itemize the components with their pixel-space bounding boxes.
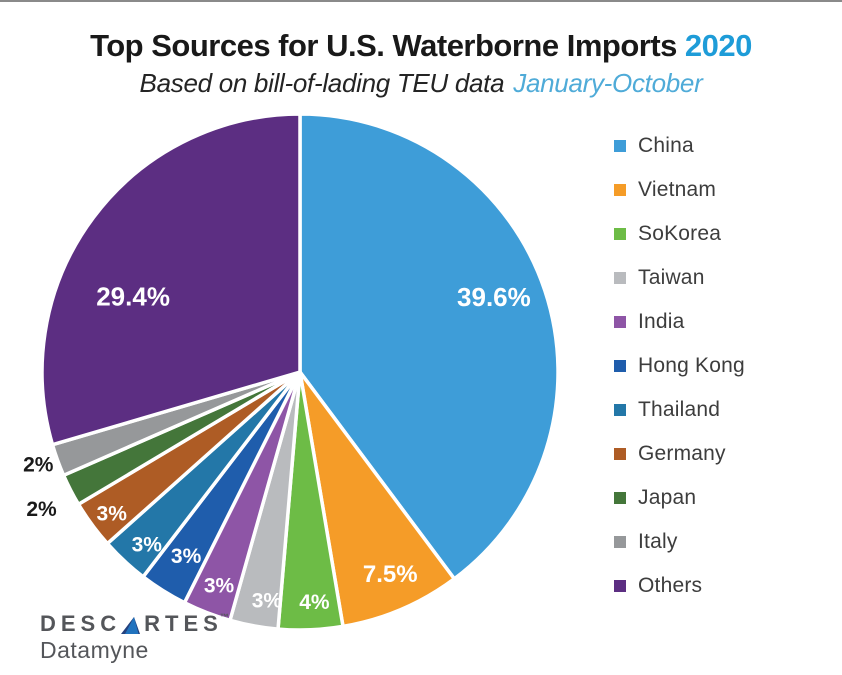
- chart-subtitle: Based on bill-of-lading TEU data January-…: [0, 68, 842, 99]
- legend-swatch-china: [614, 140, 626, 152]
- chart-title: Top Sources for U.S. Waterborne Imports 2…: [0, 28, 842, 64]
- legend-swatch-vietnam: [614, 184, 626, 196]
- legend-label-sokorea: SoKorea: [638, 222, 722, 245]
- trademark-symbol: ™: [219, 612, 229, 622]
- pie-chart: 39.6%7.5%4%3%3%3%3%3%2%2%29.4%: [23, 112, 560, 632]
- legend-item-thailand: Thailand: [614, 388, 745, 432]
- pie-value-label-japan: 2%: [26, 498, 57, 521]
- descartes-datamyne-logo: DESC RTES ™ Datamyne: [40, 611, 229, 664]
- legend-label-others: Others: [638, 574, 703, 597]
- window-top-edge: [0, 0, 842, 2]
- legend-item-japan: Japan: [614, 476, 745, 520]
- legend-label-vietnam: Vietnam: [638, 178, 717, 201]
- legend-swatch-thailand: [614, 404, 626, 416]
- descartes-wordmark: DESC RTES ™: [40, 611, 229, 637]
- legend-swatch-india: [614, 316, 626, 328]
- chart-title-text: Top Sources for U.S. Waterborne Imports: [90, 28, 677, 63]
- pie-value-label-germany: 3%: [97, 502, 128, 525]
- chart-subtitle-text: Based on bill-of-lading TEU data: [139, 67, 505, 98]
- legend-label-thailand: Thailand: [638, 398, 721, 421]
- legend-item-taiwan: Taiwan: [614, 256, 745, 300]
- legend-item-hong-kong: Hong Kong: [614, 344, 745, 388]
- pie-value-label-sokorea: 4%: [299, 591, 330, 614]
- pie-slice-vietnam: [298, 370, 457, 629]
- legend-swatch-hong-kong: [614, 360, 626, 372]
- legend-label-taiwan: Taiwan: [638, 266, 705, 289]
- legend-label-japan: Japan: [638, 486, 697, 509]
- pie-value-label-thailand: 3%: [132, 534, 163, 557]
- datamyne-wordmark: Datamyne: [40, 637, 149, 663]
- pie-value-label-vietnam: 7.5%: [363, 561, 418, 588]
- pie-value-label-china: 39.6%: [457, 282, 531, 312]
- legend-swatch-italy: [614, 536, 626, 548]
- legend-item-vietnam: Vietnam: [614, 168, 745, 212]
- legend-label-china: China: [638, 134, 694, 157]
- legend-swatch-japan: [614, 492, 626, 504]
- pie-slice-others: [40, 112, 302, 447]
- legend-swatch-others: [614, 580, 626, 592]
- legend-item-sokorea: SoKorea: [614, 212, 745, 256]
- chart-subtitle-period: January-October: [513, 67, 703, 98]
- legend-label-hong-kong: Hong Kong: [638, 354, 745, 377]
- chart-legend: China Vietnam SoKorea Taiwan India Hong Kong T…: [614, 124, 745, 608]
- legend-item-india: India: [614, 300, 745, 344]
- legend-label-india: India: [638, 310, 685, 333]
- legend-label-germany: Germany: [638, 442, 726, 465]
- legend-swatch-taiwan: [614, 272, 626, 284]
- pie-value-label-italy: 2%: [23, 453, 54, 476]
- legend-swatch-germany: [614, 448, 626, 460]
- brand-suffix: RTES: [144, 611, 223, 636]
- descartes-triangle-icon: [121, 616, 141, 634]
- legend-item-others: Others: [614, 564, 745, 608]
- legend-item-china: China: [614, 124, 745, 168]
- legend-label-italy: Italy: [638, 530, 678, 553]
- chart-title-year: 2020: [684, 28, 752, 63]
- pie-slice-china: [298, 112, 560, 581]
- legend-item-germany: Germany: [614, 432, 745, 476]
- chart-header: Top Sources for U.S. Waterborne Imports 2…: [0, 28, 842, 99]
- pie-value-label-hong-kong: 3%: [171, 545, 202, 568]
- pie-value-label-taiwan: 3%: [252, 589, 283, 612]
- legend-swatch-sokorea: [614, 228, 626, 240]
- legend-item-italy: Italy: [614, 520, 745, 564]
- brand-prefix: DESC: [40, 611, 122, 636]
- pie-value-label-india: 3%: [204, 575, 235, 598]
- pie-value-label-others: 29.4%: [96, 281, 170, 311]
